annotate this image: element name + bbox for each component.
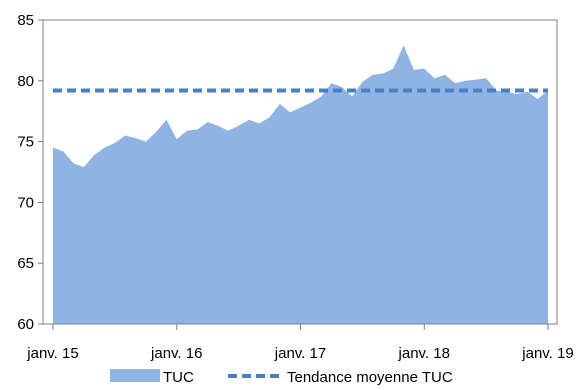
x-tick-label: janv. 16 xyxy=(150,345,202,362)
legend-swatch-tuc xyxy=(110,369,160,382)
y-tick-label: 80 xyxy=(17,73,34,90)
y-tick-label: 60 xyxy=(17,316,34,333)
y-tick-label: 75 xyxy=(17,134,34,151)
legend: TUC Tendance moyenne TUC xyxy=(110,369,453,386)
legend-label-tuc: TUC xyxy=(163,369,194,386)
y-axis: 60 65 70 75 80 85 xyxy=(17,12,43,333)
plot-area xyxy=(53,45,548,324)
y-tick-label: 70 xyxy=(17,194,34,211)
x-tick-label: janv. 15 xyxy=(26,345,78,362)
legend-label-tendance: Tendance moyenne TUC xyxy=(287,369,453,386)
x-tick-label: janv. 17 xyxy=(274,345,326,362)
y-tick-label: 85 xyxy=(17,12,34,29)
y-tick-label: 65 xyxy=(17,255,34,272)
series-area-tuc xyxy=(53,45,548,324)
x-axis: janv. 15 janv. 16 janv. 17 janv. 18 janv. 19 xyxy=(26,324,574,362)
x-tick-label: janv. 18 xyxy=(398,345,450,362)
x-tick-label: janv. 19 xyxy=(521,345,573,362)
